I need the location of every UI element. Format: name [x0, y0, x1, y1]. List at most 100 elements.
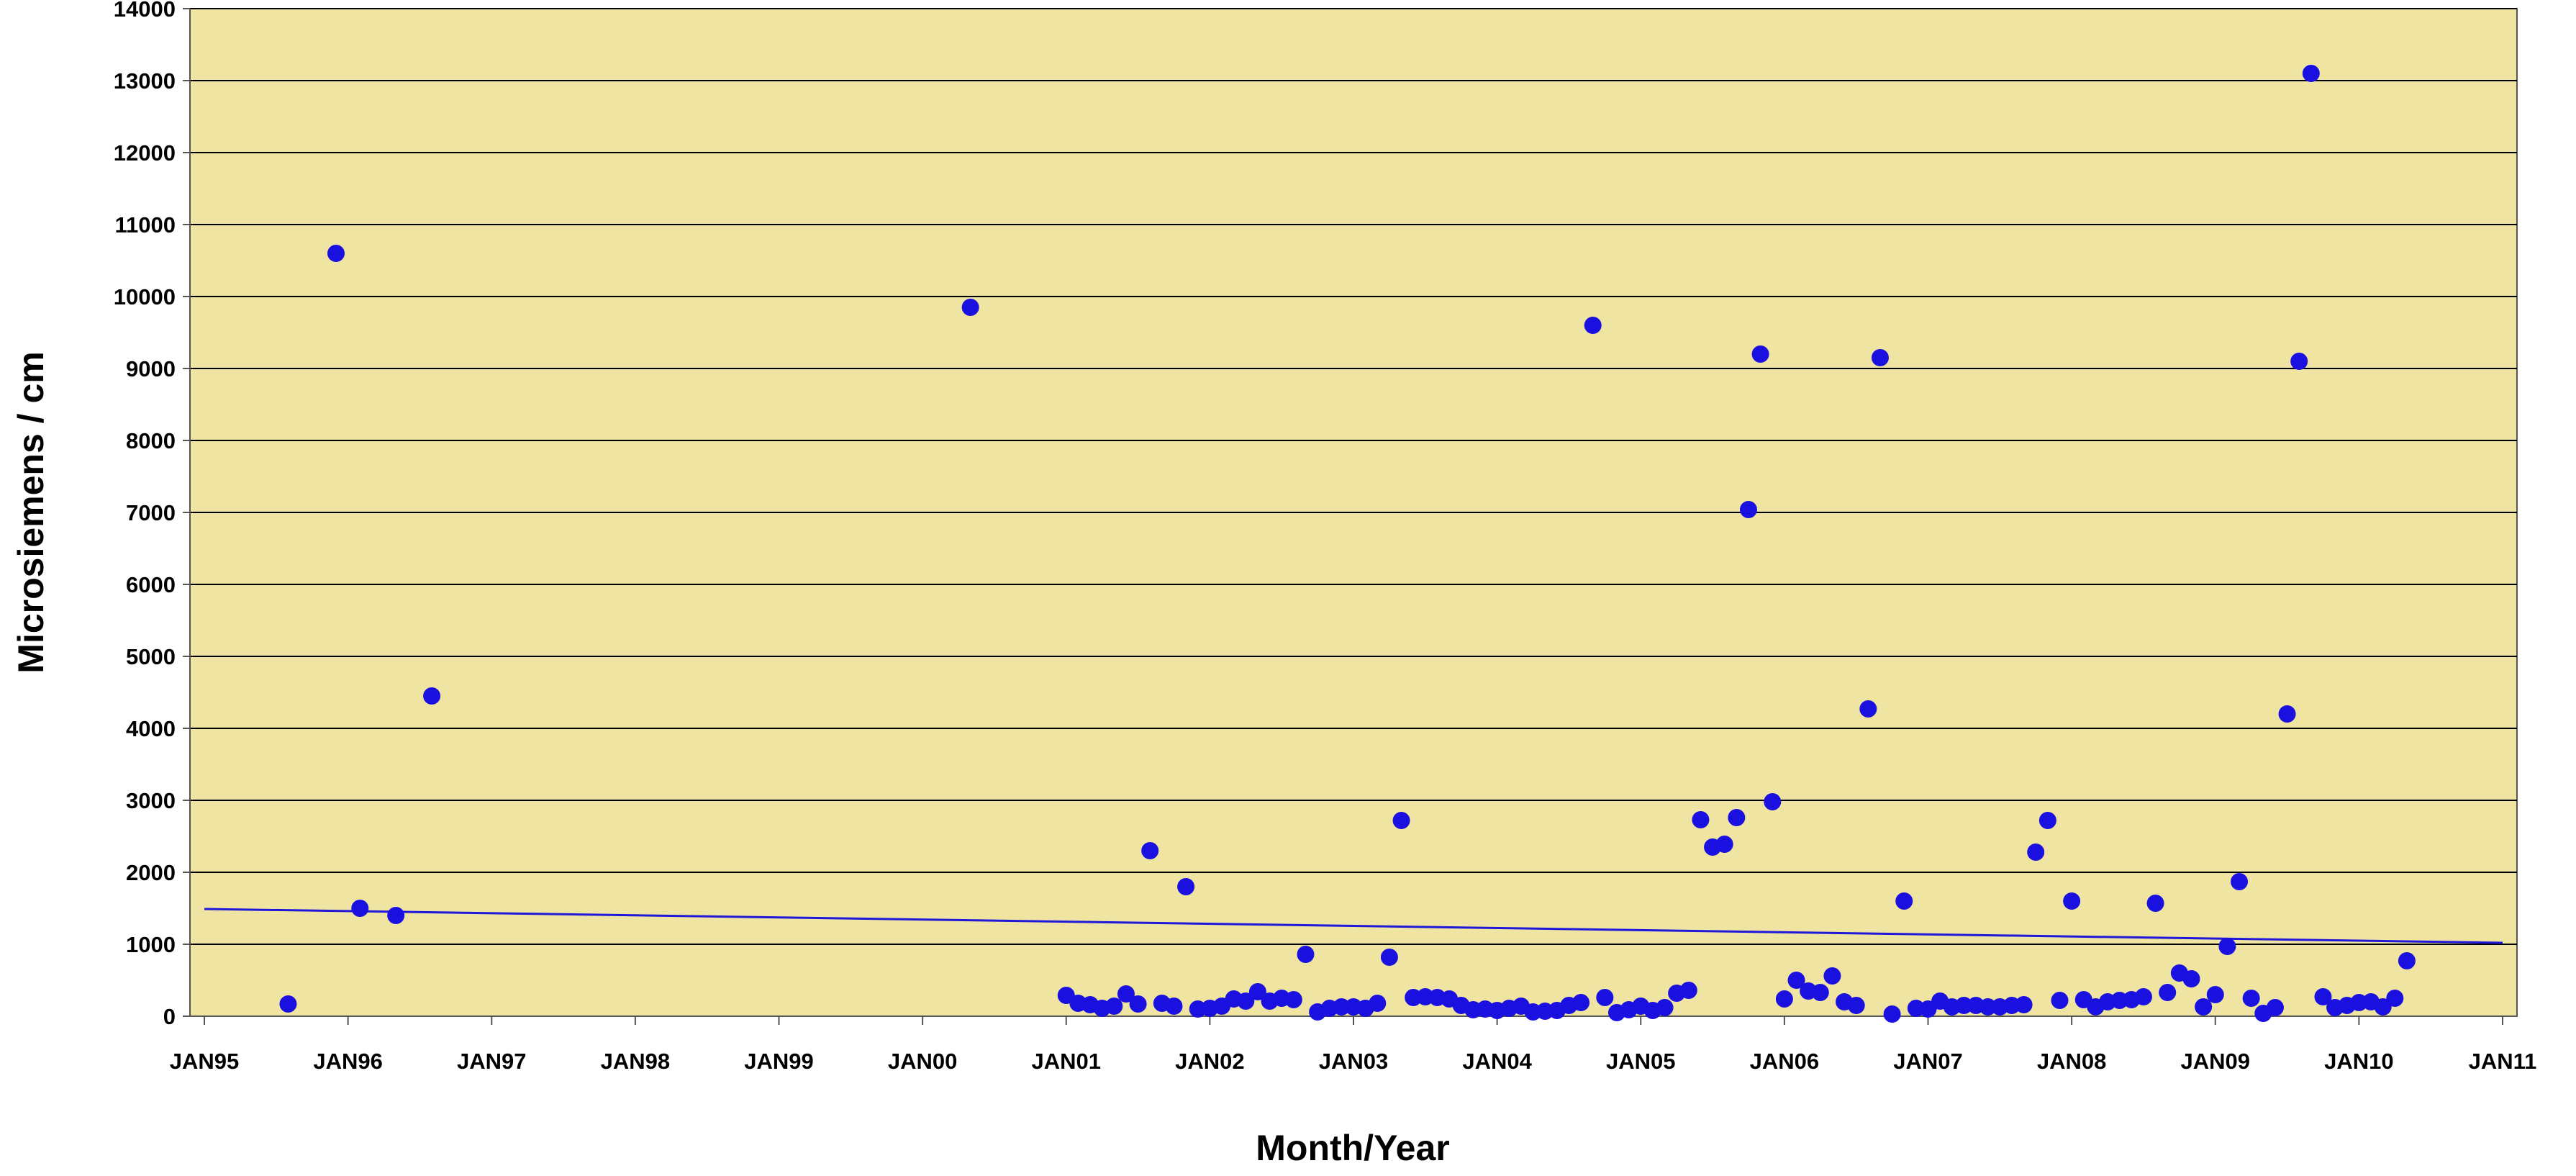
data-point: [1584, 317, 1602, 334]
y-tick-label: 10000: [114, 284, 176, 309]
data-point: [2134, 988, 2152, 1005]
data-point: [1105, 998, 1123, 1015]
x-tick-label: JAN07: [1893, 1049, 1963, 1074]
y-axis-title: Microsiemens / cm: [11, 351, 51, 673]
data-point: [1895, 892, 1913, 910]
data-point: [1847, 997, 1865, 1014]
data-point: [2398, 952, 2416, 969]
x-tick-label: JAN06: [1750, 1049, 1820, 1074]
data-point: [2159, 984, 2177, 1001]
data-point: [1297, 946, 1315, 963]
data-point: [1859, 700, 1877, 718]
data-point: [2290, 353, 2308, 370]
x-tick-label: JAN03: [1319, 1049, 1389, 1074]
y-tick-label: 3000: [126, 788, 176, 813]
y-tick-label: 5000: [126, 644, 176, 669]
data-point: [1572, 994, 1590, 1011]
data-point: [2195, 998, 2213, 1016]
data-point: [2027, 843, 2045, 861]
data-point: [279, 995, 297, 1013]
data-point: [423, 687, 441, 705]
data-point: [2278, 705, 2296, 723]
y-tick-label: 0: [163, 1004, 176, 1029]
data-point: [1141, 842, 1159, 859]
data-point: [2015, 996, 2033, 1013]
gridlines: [190, 8, 2517, 945]
x-axis-title: Month/Year: [1256, 1128, 1449, 1168]
data-point: [2266, 999, 2284, 1016]
data-point: [1248, 983, 1266, 1000]
y-tick-label: 9000: [126, 356, 176, 381]
data-point: [1715, 836, 1733, 853]
data-point: [1871, 349, 1889, 366]
x-tick-label: JAN04: [1462, 1049, 1532, 1074]
data-point: [351, 900, 369, 917]
x-tick-labels: JAN95 JAN96 JAN97 JAN98 JAN99 JAN00 JAN01 JAN02…: [170, 1049, 2537, 1074]
y-tick-label: 7000: [126, 500, 176, 525]
x-tick-label: JAN11: [2469, 1049, 2537, 1074]
data-point: [2218, 938, 2236, 955]
data-point: [1811, 984, 1829, 1001]
data-point: [2231, 873, 2249, 890]
x-tick-label: JAN02: [1175, 1049, 1245, 1074]
data-point: [1692, 811, 1710, 828]
data-point: [2063, 892, 2081, 910]
data-point: [1392, 812, 1410, 829]
y-tick-label: 14000: [114, 0, 176, 22]
data-point: [2314, 988, 2332, 1005]
data-point: [1739, 501, 1757, 518]
x-tick-label: JAN98: [601, 1049, 671, 1074]
data-points: [279, 65, 2416, 1023]
data-point: [1955, 997, 1973, 1014]
data-point: [2182, 970, 2200, 987]
x-tick-label: JAN05: [1606, 1049, 1676, 1074]
data-point: [1679, 982, 1697, 999]
y-tick-label: 11000: [115, 212, 176, 238]
data-point: [1883, 1005, 1901, 1023]
x-tick-label: JAN96: [313, 1049, 383, 1074]
x-tick-label: JAN00: [888, 1049, 958, 1074]
data-point: [1284, 991, 1302, 1008]
x-tick-label: JAN97: [457, 1049, 527, 1074]
y-tick-label: 2000: [126, 860, 176, 885]
data-point: [1979, 998, 1997, 1016]
data-point: [1751, 345, 1769, 363]
x-tick-label: JAN01: [1032, 1049, 1102, 1074]
y-tick-label: 6000: [126, 572, 176, 597]
data-point: [1129, 995, 1147, 1013]
y-tick-label: 13000: [114, 68, 176, 94]
data-point: [2146, 895, 2164, 912]
data-point: [1775, 990, 1793, 1008]
data-point: [1369, 995, 1387, 1012]
y-tick-label: 1000: [126, 932, 176, 957]
data-point: [1656, 999, 1674, 1016]
data-point: [1177, 878, 1195, 895]
y-tick-label: 4000: [126, 716, 176, 741]
x-tick-label: JAN10: [2324, 1049, 2394, 1074]
data-point: [1380, 949, 1398, 966]
data-point: [2051, 992, 2069, 1009]
x-tick-label: JAN08: [2037, 1049, 2107, 1074]
data-point: [2386, 990, 2404, 1007]
y-tick-label: 8000: [126, 428, 176, 453]
x-tick-label: JAN09: [2181, 1049, 2251, 1074]
trendline: [204, 908, 2503, 944]
data-point: [961, 299, 979, 316]
data-point: [2374, 998, 2392, 1016]
y-tick-label: 12000: [114, 140, 176, 166]
data-point: [1596, 989, 1614, 1006]
data-point: [1333, 998, 1351, 1016]
x-ticks: [204, 1016, 2503, 1025]
data-point: [1787, 972, 1805, 989]
data-point: [2242, 990, 2260, 1007]
data-point: [1117, 985, 1135, 1003]
data-point: [1728, 809, 1746, 826]
data-point: [1237, 992, 1255, 1010]
data-point: [1823, 967, 1841, 985]
y-tick-labels: 0 1000 2000 3000 4000 5000 6000 7000 8000 9000 100…: [114, 0, 190, 1029]
data-point: [1764, 793, 1782, 810]
x-tick-label: JAN99: [744, 1049, 814, 1074]
x-tick-label: JAN95: [170, 1049, 240, 1074]
data-point: [2302, 65, 2320, 82]
